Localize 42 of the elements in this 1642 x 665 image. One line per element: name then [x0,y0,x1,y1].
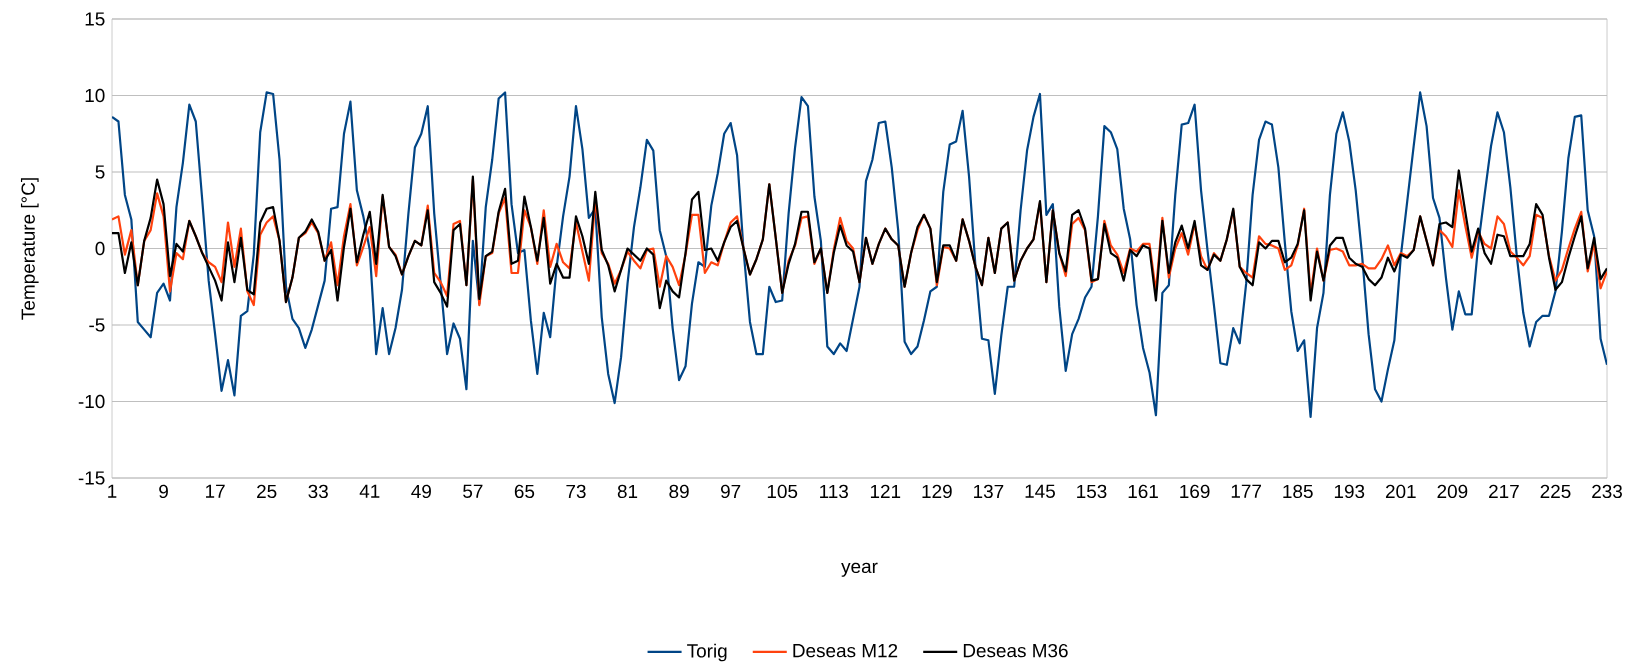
x-tick-label: 177 [1231,484,1261,498]
x-tick-label: 113 [820,484,848,499]
x-tick-label: 49 [411,484,431,499]
y-tick-label: 15 [85,12,105,26]
legend-label: Deseas M12 [793,643,898,658]
y-tick-label: 10 [85,88,105,103]
y-tick-label: -10 [78,394,105,409]
x-tick-label: 161 [1128,484,1158,499]
legend-label: Torig [687,643,727,662]
x-tick-label: 41 [359,484,380,498]
x-tick-label: 137 [974,484,1004,499]
x-tick-label: 73 [566,484,586,499]
x-tick-label: 105 [767,484,798,499]
x-tick-label: 1 [108,484,117,498]
x-axis-title: year [841,562,878,577]
x-tick-label: 233 [1592,484,1622,499]
x-tick-label: 9 [159,484,168,499]
x-tick-label: 129 [922,484,952,499]
x-tick-label: 217 [1489,484,1519,498]
y-tick-label: 5 [95,165,105,179]
y-tick-label: -15 [78,471,105,485]
x-tick-label: 65 [514,484,535,499]
x-tick-label: 193 [1334,484,1365,499]
x-tick-label: 209 [1437,484,1468,499]
x-tick-label: 97 [720,484,741,499]
x-tick-label: 33 [308,484,328,499]
x-tick-label: 81 [617,484,638,499]
x-tick-label: 57 [463,484,483,498]
x-tick-label: 25 [257,484,277,499]
y-tick-label: -5 [89,318,105,332]
x-tick-label: 145 [1025,484,1055,498]
x-tick-label: 201 [1385,484,1416,499]
x-tick-label: 153 [1077,484,1107,499]
y-axis-title: Temperature [°C] [20,178,39,320]
x-tick-label: 169 [1180,484,1210,499]
legend-label: Deseas M36 [963,643,1068,658]
x-tick-label: 17 [206,484,225,498]
x-tick-label: 225 [1540,484,1571,499]
x-tick-label: 89 [669,484,689,499]
x-tick-label: 121 [870,484,901,498]
x-tick-label: 185 [1283,484,1313,499]
y-tick-label: 0 [95,241,105,256]
